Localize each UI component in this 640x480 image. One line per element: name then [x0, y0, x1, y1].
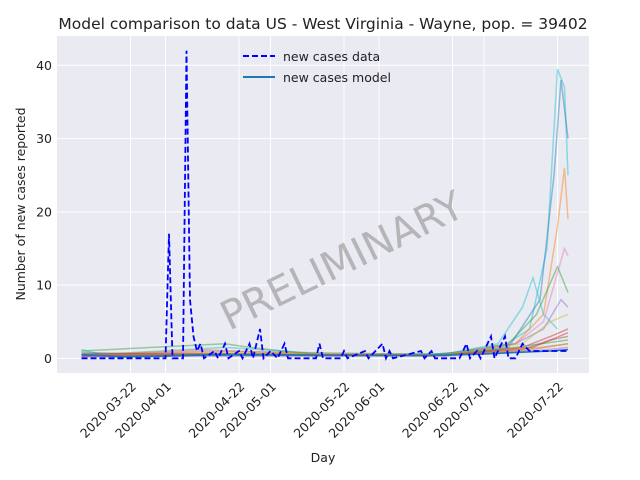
y-tick-label-4: 40 — [36, 58, 52, 73]
legend-label-data: new cases data — [283, 49, 380, 64]
y-tick-label-1: 10 — [36, 278, 52, 293]
x-tick-label-8: 2020-07-22 — [504, 379, 566, 441]
ensemble-line-6 — [81, 298, 569, 357]
legend-label-model: new cases model — [283, 70, 391, 85]
ensemble-line-0 — [81, 68, 569, 357]
y-tick-labels: 0 10 20 30 40 — [36, 58, 52, 366]
model-line — [81, 348, 569, 358]
y-tick-label-3: 30 — [36, 131, 52, 146]
y-tick-label-0: 0 — [44, 351, 52, 366]
plot-background — [57, 36, 589, 373]
series-lines — [81, 50, 569, 362]
legend: new cases data new cases model — [243, 49, 391, 85]
x-axis-label: Day — [311, 450, 336, 465]
y-axis-label: Number of new cases reported — [13, 107, 28, 300]
chart-title: Model comparison to data US - West Virgi… — [58, 15, 587, 33]
data-line — [81, 50, 568, 362]
y-tick-label-2: 20 — [36, 204, 52, 219]
grid — [57, 36, 589, 373]
